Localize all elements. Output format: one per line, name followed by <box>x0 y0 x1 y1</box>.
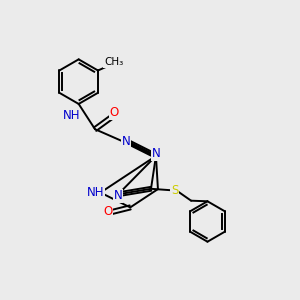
Text: CH₃: CH₃ <box>104 57 123 67</box>
Text: N: N <box>114 189 123 202</box>
Text: S: S <box>171 184 178 197</box>
Text: N: N <box>122 135 130 148</box>
Text: NH: NH <box>62 109 80 122</box>
Text: NH: NH <box>87 186 105 199</box>
Text: N: N <box>152 147 160 160</box>
Text: O: O <box>103 206 112 218</box>
Text: O: O <box>110 106 119 119</box>
